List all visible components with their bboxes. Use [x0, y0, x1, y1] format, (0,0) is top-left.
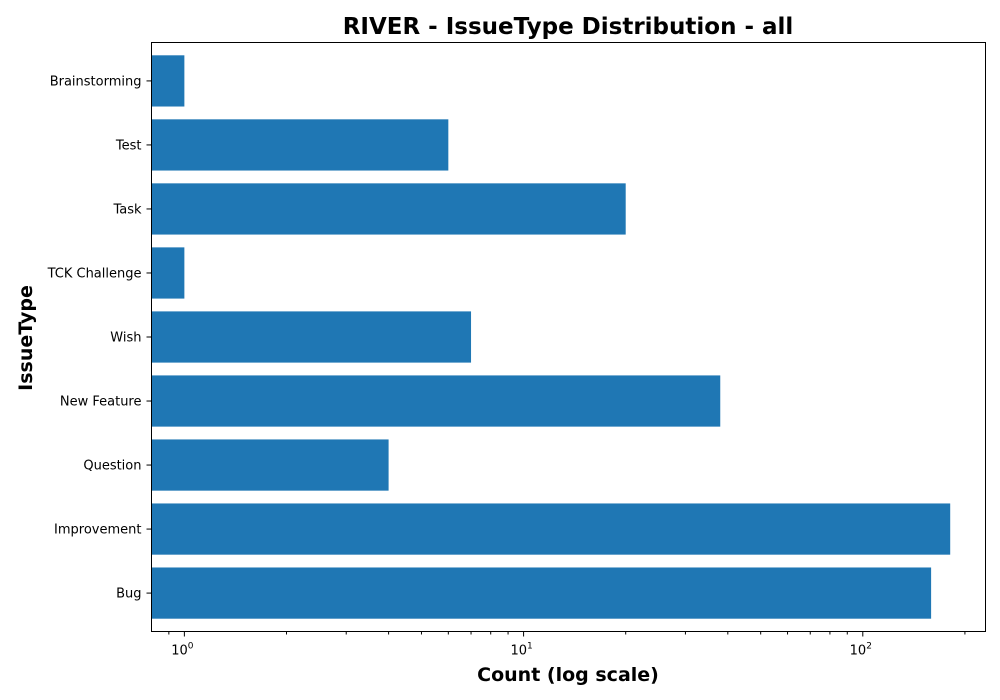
bars-group [151, 55, 951, 619]
bar-brainstorming [151, 55, 185, 107]
bar-wish [151, 311, 472, 363]
x-axis-label: Count (log scale) [477, 664, 659, 686]
y-tick-label: Question [83, 459, 141, 474]
x-tick-label: 101 [510, 642, 532, 659]
plot-frame [151, 42, 986, 632]
y-tick-label: Task [112, 202, 142, 217]
bar-task [151, 183, 626, 235]
x-tick-label: 100 [171, 642, 194, 659]
x-ticks-group: 100 101 102 [168, 631, 966, 659]
y-tick-label: Improvement [54, 523, 141, 538]
bar-bug [151, 567, 932, 619]
y-tick-label: Brainstorming [50, 74, 142, 89]
y-axis-label: IssueType [15, 285, 37, 391]
bar-improvement [151, 503, 951, 555]
bar-tck-challenge [151, 247, 185, 299]
chart-title: RIVER - IssueType Distribution - all [343, 14, 794, 40]
y-tick-label: Wish [110, 331, 141, 346]
y-tick-label: Bug [116, 587, 141, 602]
bar-new-feature [151, 375, 721, 427]
y-tick-label: TCK Challenge [47, 266, 142, 281]
bar-question [151, 439, 389, 491]
y-tick-label: Test [115, 138, 142, 153]
y-tick-label: New Feature [60, 395, 142, 410]
y-ticks-group: Bug Improvement Question New Feature Wish TCK… [47, 74, 152, 602]
bar-test [151, 119, 449, 171]
x-tick-label: 102 [850, 642, 872, 659]
